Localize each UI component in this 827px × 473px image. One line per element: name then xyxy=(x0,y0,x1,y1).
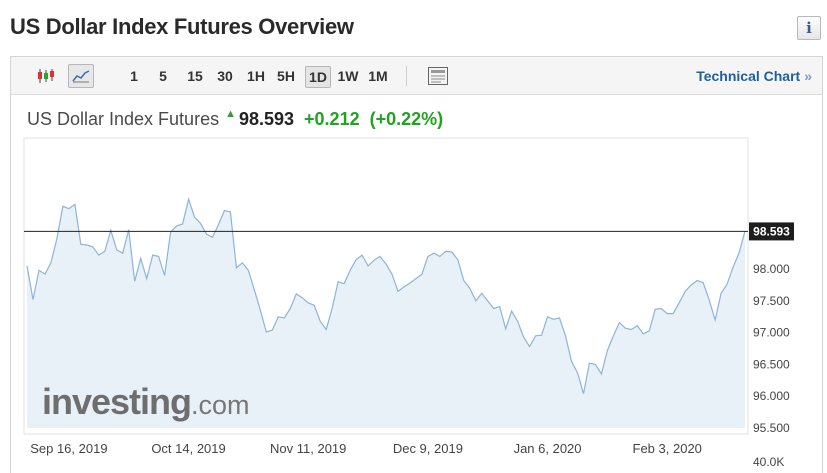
y-tick-label: 98.000 xyxy=(753,262,790,276)
price-area-fill xyxy=(27,199,745,428)
info-button[interactable]: i xyxy=(797,16,821,40)
chart-panel: 1 5 15 30 1H 5H 1D 1W 1M Technical Chart… xyxy=(10,56,823,473)
quote-header: US Dollar Index Futures ▲ 98.593 +0.212 (+0.… xyxy=(27,108,443,130)
x-tick-label: Nov 11, 2019 xyxy=(270,441,346,456)
x-tick-label: Jan 6, 2020 xyxy=(514,441,582,456)
price-change: +0.212 xyxy=(304,109,360,129)
instrument-name: US Dollar Index Futures xyxy=(27,109,220,129)
indicators-panel-icon[interactable] xyxy=(425,64,451,88)
x-tick-label: Dec 9, 2019 xyxy=(393,441,463,456)
period-1[interactable]: 1 xyxy=(130,68,138,84)
period-1d[interactable]: 1D xyxy=(305,66,331,88)
page-title: US Dollar Index Futures Overview xyxy=(10,14,354,39)
logo-suffix: .com xyxy=(191,390,250,420)
period-30[interactable]: 30 xyxy=(217,68,233,84)
period-15[interactable]: 15 xyxy=(187,68,203,84)
volume-axis-label: 40.0K xyxy=(753,455,784,469)
logo-brand: investing xyxy=(42,381,192,422)
info-icon: i xyxy=(806,19,812,37)
price-change-percent: (+0.22%) xyxy=(369,109,444,129)
technical-chart-label: Technical Chart xyxy=(696,68,801,84)
x-tick-label: Feb 3, 2020 xyxy=(633,441,702,456)
period-5h[interactable]: 5H xyxy=(277,68,295,84)
y-tick-label: 95.500 xyxy=(753,421,790,435)
period-1h[interactable]: 1H xyxy=(247,68,265,84)
technical-chart-link[interactable]: Technical Chart» xyxy=(696,68,812,84)
price-line xyxy=(26,197,746,394)
x-tick-label: Sep 16, 2019 xyxy=(30,441,107,456)
last-price: 98.593 xyxy=(238,109,295,129)
candlestick-chart-icon[interactable] xyxy=(33,64,59,88)
period-1w[interactable]: 1W xyxy=(337,68,359,84)
current-price-tag-label: 98.593 xyxy=(753,224,790,238)
y-tick-label: 97.500 xyxy=(753,294,790,308)
up-arrow-icon: ▲ xyxy=(225,108,236,120)
y-tick-label: 96.500 xyxy=(753,357,790,371)
period-1m[interactable]: 1M xyxy=(368,68,388,84)
x-tick-label: Oct 14, 2019 xyxy=(151,441,225,456)
toolbar-divider xyxy=(406,66,407,86)
y-tick-label: 97.000 xyxy=(753,326,790,340)
period-5[interactable]: 5 xyxy=(159,68,167,84)
chart-toolbar: 1 5 15 30 1H 5H 1D 1W 1M Technical Chart… xyxy=(11,57,822,95)
current-price-tag xyxy=(749,222,794,241)
area-chart-icon[interactable] xyxy=(68,64,94,88)
investing-logo: investing.com xyxy=(42,381,250,423)
double-chevron-right-icon: » xyxy=(804,68,812,84)
y-tick-label: 96.000 xyxy=(753,389,790,403)
